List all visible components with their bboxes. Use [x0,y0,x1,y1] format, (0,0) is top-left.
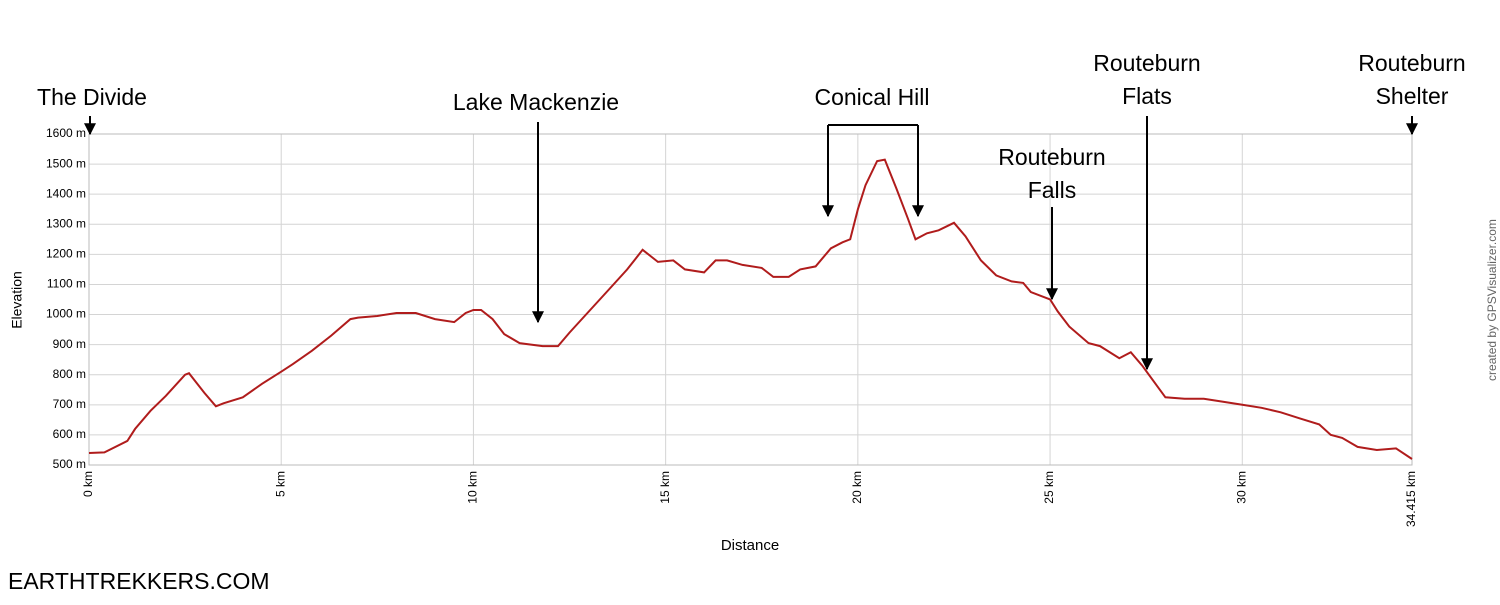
y-axis-label: Elevation [9,271,25,329]
x-tick-label: 15 km [658,471,672,504]
annotation: The Divide [37,84,147,110]
x-tick-label: 20 km [850,471,864,504]
x-tick-label: 5 km [273,471,287,497]
x-tick-label: 10 km [466,471,480,504]
x-axis-label: Distance [721,537,779,554]
x-tick-label: 30 km [1234,471,1248,504]
y-tick-label: 1000 m [46,307,86,321]
plot-frame [88,133,1413,466]
y-tick-label: 800 m [53,367,86,381]
y-tick-label: 700 m [53,397,86,411]
annotation: Routeburn [998,144,1105,170]
y-tick-label: 1600 m [46,126,86,140]
annotation: Conical Hill [814,84,929,110]
y-tick-label: 500 m [53,457,86,471]
annotation: Shelter [1376,83,1449,109]
annotation: Routeburn [1358,50,1465,76]
y-tick-label: 1300 m [46,216,86,230]
credit: created by GPSVisualizer.com [1485,219,1499,381]
y-tick-label: 1100 m [47,277,86,291]
y-tick-label: 1500 m [46,156,86,170]
x-tick-label: 25 km [1042,471,1056,504]
x-tick-label: 34.415 km [1404,471,1418,527]
elevation-line [88,158,1413,460]
annotation: Flats [1122,83,1172,109]
x-tick-label: 0 km [81,471,95,497]
y-tick-label: 1400 m [46,186,86,200]
annotation: Falls [1028,177,1077,203]
annotation: Lake Mackenzie [453,89,619,115]
y-tick-label: 600 m [53,427,86,441]
y-tick-label: 1200 m [46,247,86,261]
annotation: Routeburn [1093,50,1200,76]
watermark: EARTHTREKKERS.COM [8,568,270,594]
y-tick-label: 900 m [53,337,86,351]
